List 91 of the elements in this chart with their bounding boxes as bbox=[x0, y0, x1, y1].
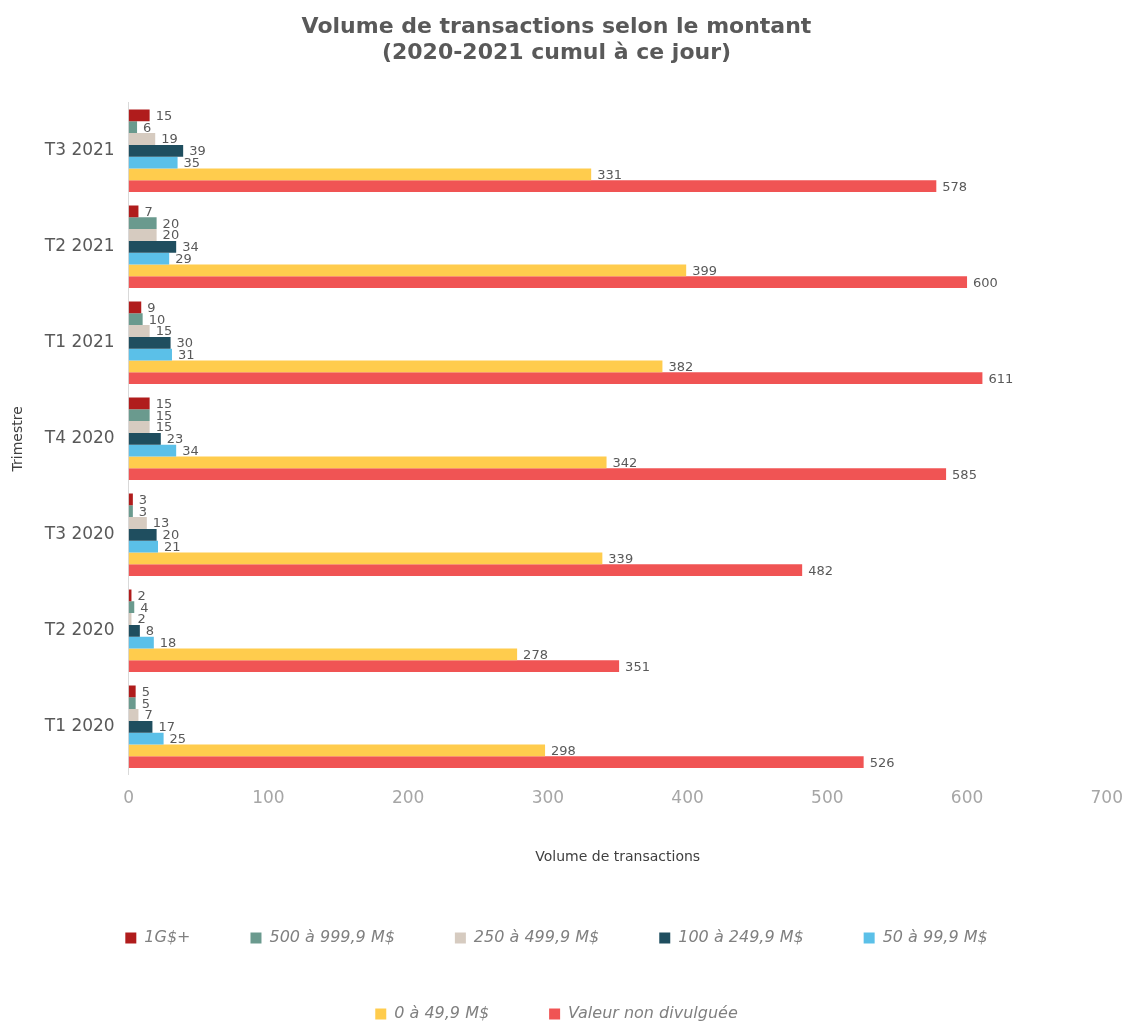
bar bbox=[128, 409, 150, 422]
legend-label: 0 à 49,9 M$ bbox=[394, 1003, 490, 1023]
bar bbox=[128, 564, 803, 577]
bar bbox=[128, 744, 546, 757]
x-tick-label: 100 bbox=[252, 787, 285, 808]
bar bbox=[128, 217, 157, 230]
bar bbox=[128, 168, 592, 181]
bar bbox=[128, 180, 937, 193]
legend-label: 250 à 499,9 M$ bbox=[473, 927, 600, 947]
data-label: 611 bbox=[988, 370, 1014, 386]
data-label: 399 bbox=[692, 262, 718, 278]
legend-label: 100 à 249,9 M$ bbox=[678, 927, 804, 947]
x-tick-label: 600 bbox=[950, 787, 984, 808]
y-tick-label: T3 2020 bbox=[43, 523, 115, 544]
bar bbox=[128, 697, 136, 710]
bar bbox=[128, 468, 947, 481]
y-tick-label: T3 2021 bbox=[43, 139, 115, 160]
data-label: 482 bbox=[808, 562, 833, 578]
data-label: 6 bbox=[143, 119, 152, 135]
y-tick-label: T2 2020 bbox=[43, 619, 115, 640]
x-tick-label: 400 bbox=[671, 787, 704, 808]
bar bbox=[128, 121, 138, 134]
data-label: 339 bbox=[608, 550, 634, 566]
data-label: 382 bbox=[668, 358, 694, 374]
bar bbox=[128, 648, 518, 661]
data-label: 8 bbox=[145, 623, 155, 639]
bar bbox=[128, 372, 983, 385]
bar bbox=[128, 144, 184, 157]
data-label: 18 bbox=[159, 634, 177, 650]
bar bbox=[128, 685, 136, 698]
bar bbox=[128, 624, 140, 637]
bar bbox=[128, 756, 864, 769]
bar bbox=[128, 156, 178, 169]
data-label: 351 bbox=[625, 658, 650, 674]
bar bbox=[128, 421, 150, 433]
y-tick-label: T2 2021 bbox=[43, 235, 115, 256]
bar bbox=[128, 660, 620, 673]
data-label: 15 bbox=[155, 107, 173, 123]
bar bbox=[128, 540, 159, 553]
bar bbox=[128, 505, 133, 518]
bar bbox=[128, 336, 171, 349]
bar bbox=[128, 493, 133, 506]
legend-label: 1G$+ bbox=[144, 927, 191, 947]
legend-label: 50 à 99,9 M$ bbox=[882, 927, 988, 947]
bar bbox=[128, 517, 147, 529]
y-tick-label: T1 2020 bbox=[43, 715, 115, 736]
x-tick-label: 700 bbox=[1090, 787, 1123, 808]
data-label: 278 bbox=[523, 646, 548, 662]
data-label: 585 bbox=[952, 466, 977, 482]
legend-label: 500 à 999,9 M$ bbox=[269, 927, 395, 947]
y-axis-title: Trimestre bbox=[9, 406, 26, 473]
y-tick-label: T1 2021 bbox=[43, 331, 115, 352]
x-axis-title: Volume de transactions bbox=[535, 848, 701, 865]
bar bbox=[128, 720, 153, 733]
bar bbox=[128, 109, 150, 122]
bar bbox=[128, 348, 172, 361]
bar bbox=[128, 276, 968, 289]
bar bbox=[128, 456, 607, 469]
bar bbox=[128, 252, 170, 265]
x-tick-label: 200 bbox=[391, 787, 425, 808]
data-label: 19 bbox=[161, 131, 178, 147]
bar bbox=[128, 264, 687, 277]
bar bbox=[128, 528, 157, 541]
legend-label: Valeur non divulguée bbox=[568, 1003, 738, 1023]
bar bbox=[128, 552, 603, 565]
bar bbox=[128, 360, 663, 373]
data-label: 342 bbox=[612, 454, 638, 470]
bar bbox=[128, 732, 164, 745]
bar bbox=[128, 240, 177, 253]
x-tick-label: 0 bbox=[123, 787, 135, 808]
data-label: 34 bbox=[182, 442, 199, 458]
chart-title: Volume de transactions selon le montant (2020-2021 cumul à ce jour) bbox=[301, 12, 812, 65]
bar bbox=[128, 601, 135, 614]
data-label: 298 bbox=[551, 742, 576, 758]
bar bbox=[128, 709, 139, 721]
data-label: 331 bbox=[597, 166, 622, 182]
data-label: 578 bbox=[942, 178, 968, 194]
x-tick-label: 300 bbox=[531, 787, 565, 808]
x-tick-label: 500 bbox=[811, 787, 844, 808]
bar bbox=[128, 325, 150, 337]
bar bbox=[128, 636, 154, 649]
bar bbox=[128, 229, 157, 241]
bar bbox=[128, 313, 143, 326]
data-label: 600 bbox=[973, 274, 998, 290]
bar bbox=[128, 444, 177, 457]
data-label: 526 bbox=[869, 754, 895, 770]
y-tick-label: T4 2020 bbox=[43, 427, 115, 448]
data-label: 7 bbox=[144, 203, 153, 219]
bar bbox=[128, 397, 150, 410]
bar bbox=[128, 432, 161, 445]
bar bbox=[128, 133, 156, 145]
